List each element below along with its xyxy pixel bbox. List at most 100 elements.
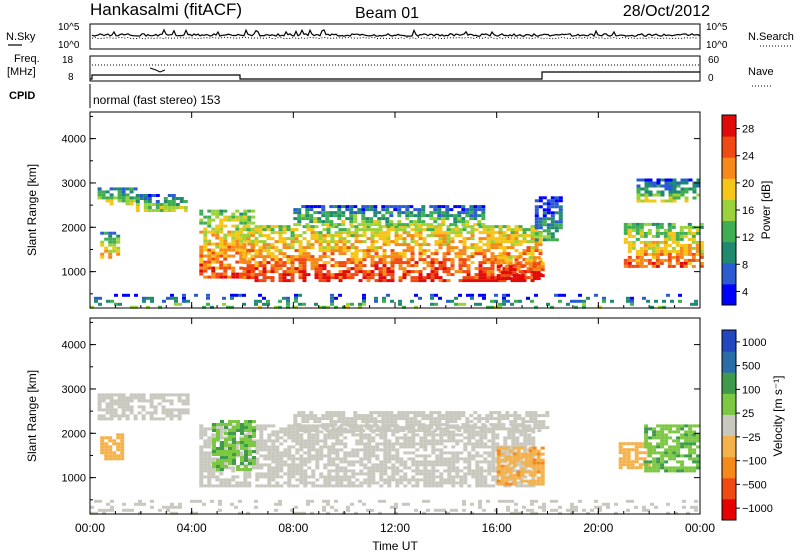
heatmap-cell — [323, 475, 328, 479]
heatmap-cell — [381, 214, 386, 218]
heatmap-cell — [530, 279, 535, 283]
heatmap-cell — [550, 220, 555, 224]
heatmap-cell — [271, 430, 276, 434]
heatmap-cell — [378, 258, 383, 262]
heatmap-cell — [397, 417, 402, 421]
heatmap-cell — [684, 196, 689, 200]
heatmap-cell — [402, 261, 407, 265]
heatmap-cell — [120, 451, 125, 455]
heatmap-cell — [660, 199, 665, 203]
heatmap-cell — [696, 445, 701, 449]
heatmap-cell — [406, 270, 411, 274]
heatmap-cell — [458, 228, 463, 232]
heatmap-cell — [203, 254, 208, 258]
heatmap-cell — [153, 393, 158, 397]
heatmap-cell — [423, 478, 428, 482]
heatmap-cell — [496, 449, 501, 453]
y-tick-label: 2000 — [62, 428, 86, 440]
heatmap-cell — [244, 453, 248, 456]
heatmap-cell — [582, 508, 586, 512]
heatmap-cell — [631, 240, 636, 244]
heatmap-cell — [375, 481, 380, 485]
heatmap-cell — [290, 246, 295, 250]
heatmap-cell — [353, 211, 358, 215]
heatmap-cell — [418, 279, 423, 283]
heatmap-cell — [506, 246, 511, 250]
heatmap-cell — [263, 454, 268, 458]
heatmap-cell — [338, 261, 343, 265]
heatmap-cell — [215, 245, 220, 249]
heatmap-cell — [110, 505, 114, 509]
heatmap-cell — [341, 423, 346, 427]
heatmap-cell — [311, 448, 316, 452]
heatmap-cell — [367, 442, 372, 446]
colorbar-tick-label: −25 — [742, 432, 761, 444]
heatmap-cell — [683, 225, 688, 229]
heatmap-cell — [430, 258, 435, 262]
heatmap-cell — [684, 190, 689, 194]
heatmap-cell — [496, 467, 501, 471]
heatmap-cell — [359, 448, 364, 452]
heatmap-cell — [310, 228, 315, 232]
heatmap-cell — [294, 505, 298, 509]
heatmap-cell — [413, 429, 418, 433]
heatmap-cell — [423, 460, 428, 464]
heatmap-cell — [112, 240, 117, 244]
heatmap-cell — [655, 264, 660, 268]
heatmap-cell — [311, 445, 316, 449]
heatmap-cell — [366, 249, 371, 253]
heatmap-cell — [514, 231, 519, 235]
heatmap-cell — [431, 484, 436, 488]
heatmap-cell — [494, 231, 499, 235]
heatmap-cell — [482, 249, 487, 253]
heatmap-cell — [510, 234, 515, 238]
heatmap-cell — [295, 439, 300, 443]
heatmap-cell — [331, 460, 336, 464]
heatmap-cell — [426, 234, 431, 238]
heatmap-cell — [349, 220, 354, 224]
heatmap-cell — [117, 399, 122, 403]
heatmap-cell — [394, 511, 398, 515]
heatmap-cell — [219, 478, 224, 482]
heatmap-cell — [438, 225, 443, 229]
heatmap-cell — [239, 251, 244, 255]
heatmap-cell — [463, 466, 468, 470]
heatmap-cell — [439, 460, 444, 464]
heatmap-cell — [442, 258, 447, 262]
heatmap-cell — [423, 472, 428, 476]
heatmap-cell — [668, 196, 673, 200]
heatmap-cell — [680, 466, 685, 470]
heatmap-cell — [459, 484, 464, 488]
heatmap-cell — [199, 257, 204, 261]
heatmap-cell — [199, 430, 204, 434]
heatmap-cell — [450, 508, 454, 512]
heatmap-cell — [458, 240, 463, 244]
heatmap-cell — [314, 237, 319, 241]
heatmap-cell — [266, 261, 271, 265]
heatmap-cell — [367, 448, 372, 452]
heatmap-cell — [275, 436, 280, 440]
heatmap-cell — [426, 508, 430, 512]
heatmap-cell — [395, 454, 400, 458]
heatmap-cell — [430, 261, 435, 265]
heatmap-cell — [407, 445, 412, 449]
heatmap-cell — [418, 276, 423, 280]
heatmap-cell — [437, 426, 442, 430]
heatmap-cell — [439, 451, 444, 455]
heatmap-cell — [211, 260, 216, 264]
heatmap-cell — [215, 478, 220, 482]
heatmap-cell — [223, 251, 228, 255]
heatmap-cell — [413, 223, 418, 227]
heatmap-cell — [439, 439, 444, 443]
heatmap-cell — [159, 209, 164, 212]
heatmap-cell — [259, 466, 264, 470]
heatmap-cell — [351, 469, 356, 473]
heatmap-cell — [325, 211, 330, 215]
heatmap-cell — [290, 255, 295, 259]
heatmap-cell — [315, 463, 320, 467]
heatmap-cell — [242, 258, 247, 262]
heatmap-cell — [695, 246, 700, 250]
heatmap-cell — [513, 429, 518, 433]
heatmap-cell — [418, 246, 423, 250]
heatmap-cell — [510, 302, 514, 306]
